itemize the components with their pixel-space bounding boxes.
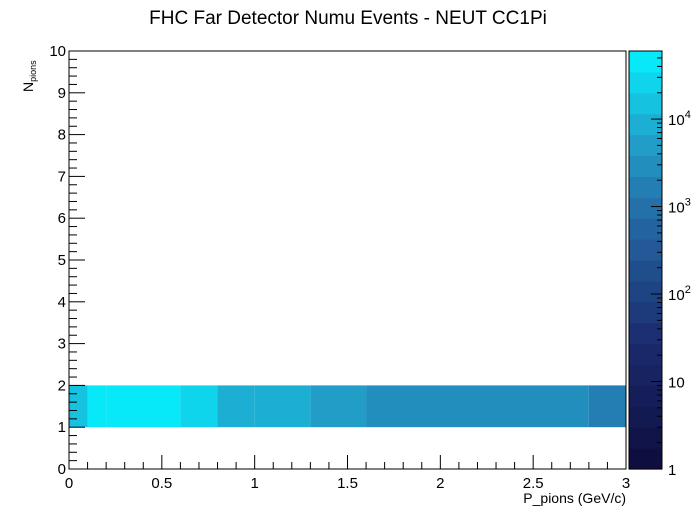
heatmap-cell — [217, 385, 255, 428]
color-scale-level — [629, 218, 662, 240]
color-scale-level — [629, 176, 662, 198]
color-scale-tick-label: 102 — [668, 284, 691, 304]
color-scale-bar: 1 10 102 103 104 — [628, 50, 691, 479]
color-scale-level — [629, 71, 662, 94]
y-tick-label: 8 — [58, 127, 66, 144]
heatmap-cell — [366, 385, 589, 428]
heatmap-cell — [310, 385, 367, 428]
y-tick-label: 6 — [58, 210, 66, 227]
color-scale-level — [629, 155, 662, 177]
color-scale-level — [629, 260, 662, 282]
heatmap-cell — [69, 385, 88, 428]
y-tick-label: 10 — [49, 43, 66, 60]
y-axis: 0 1 2 3 4 5 6 7 8 9 10 — [49, 43, 85, 478]
heatmap-cell — [87, 385, 107, 428]
heatmap-cell — [180, 385, 218, 428]
y-tick-label: 3 — [58, 336, 66, 353]
color-scale-level — [629, 364, 662, 386]
color-scale-level — [629, 197, 662, 219]
color-scale-level — [629, 343, 662, 366]
x-tick-label: 3 — [622, 475, 630, 492]
y-tick-label: 9 — [58, 85, 66, 102]
heatmap-cell — [254, 385, 311, 428]
color-scale-frame — [628, 50, 663, 470]
color-scale-level — [629, 280, 662, 303]
y-tick-label: 1 — [58, 419, 66, 436]
color-scale-tick-label: 1 — [668, 462, 676, 479]
heatmap-cells — [69, 385, 626, 428]
color-scale-tick-label: 104 — [668, 109, 691, 129]
y-tick-label: 0 — [58, 461, 66, 478]
heatmap-cell — [106, 385, 181, 428]
y-axis-title-main: N — [20, 82, 36, 92]
chart-title: FHC Far Detector Numu Events - NEUT CC1P… — [149, 8, 547, 29]
color-scale-level — [629, 385, 662, 407]
color-scale-level — [629, 301, 662, 324]
y-tick-label: 5 — [58, 252, 66, 269]
x-tick-label: 2.5 — [523, 475, 544, 492]
color-scale-tick-label: 103 — [668, 197, 691, 217]
y-axis-title-sub: pions — [28, 60, 38, 82]
color-scale-tick-label: 10 — [668, 375, 685, 392]
x-axis-title: P_pions (GeV/c) — [523, 490, 626, 506]
x-axis: 0 0.5 1 1.5 2 2.5 3 — [65, 455, 630, 492]
y-tick-label: 7 — [58, 168, 66, 185]
x-tick-label: 1.5 — [337, 475, 358, 492]
color-scale-level — [629, 448, 662, 470]
color-scale-level — [629, 51, 662, 73]
color-scale-level — [629, 113, 662, 136]
y-tick-label: 2 — [58, 377, 66, 394]
heatmap-cell — [588, 385, 626, 428]
x-tick-label: 2 — [436, 475, 444, 492]
x-tick-label: 0.5 — [151, 475, 172, 492]
x-tick-label: 1 — [250, 475, 258, 492]
x-tick-label: 0 — [65, 475, 73, 492]
color-scale-level — [629, 92, 662, 115]
color-scale-level — [629, 427, 662, 449]
y-axis-title: Npions — [20, 60, 38, 92]
color-scale-level — [629, 322, 662, 345]
y-tick-label: 4 — [58, 294, 66, 311]
color-scale-level — [629, 134, 662, 157]
color-scale-level — [629, 406, 662, 428]
color-scale-level — [629, 239, 662, 261]
